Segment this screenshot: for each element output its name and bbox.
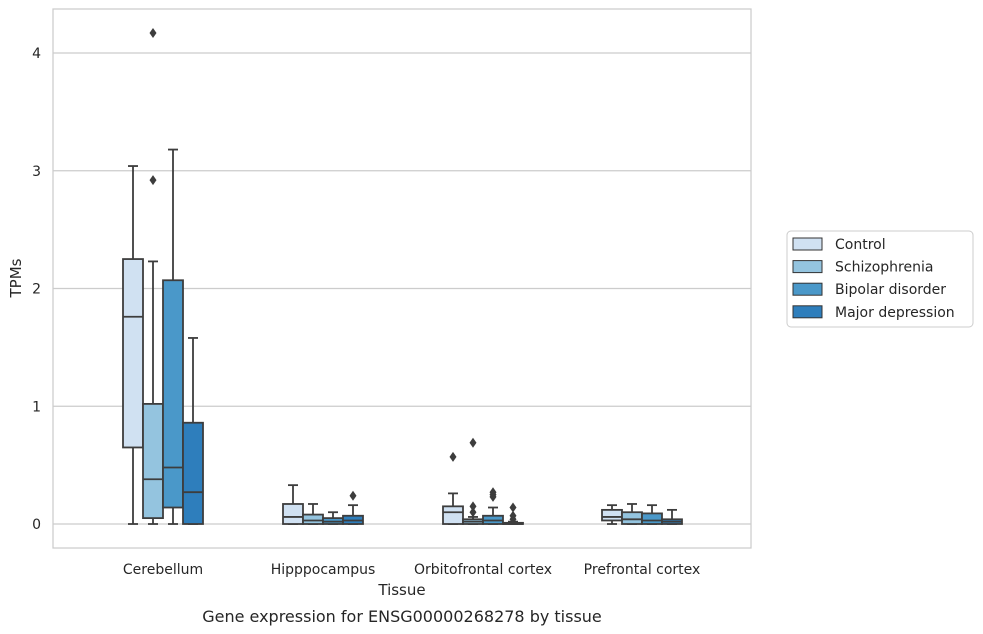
box-3-3	[661, 508, 683, 525]
box-1-1	[302, 503, 324, 525]
box-1-0	[142, 27, 164, 525]
legend-label: Schizophrenia	[835, 260, 933, 276]
x-tick-label: Cerebellum	[123, 562, 203, 578]
outlier-point	[149, 175, 157, 186]
box-1-3	[621, 503, 643, 525]
x-tick-label: Prefrontal cortex	[584, 562, 701, 578]
y-axis-label: TPMs	[7, 258, 25, 298]
box-0-2	[442, 451, 464, 525]
x-tick-label: Hipppocampus	[271, 562, 376, 578]
legend-swatch	[792, 260, 823, 274]
box-iqr	[601, 508, 623, 522]
legend: Control Schizophrenia Bipolar disorder Majo…	[786, 230, 974, 328]
box-0-3	[601, 504, 623, 525]
box-2-1	[322, 511, 344, 525]
outlier-point	[449, 451, 457, 462]
box-iqr	[142, 402, 164, 520]
outlier-point	[509, 502, 517, 513]
legend-swatch	[792, 282, 823, 296]
box-iqr	[122, 258, 144, 449]
outlier-point	[489, 487, 497, 498]
box-3-2	[502, 502, 524, 525]
y-tick-label: 1	[32, 399, 41, 415]
x-axis-label: Tissue	[377, 581, 425, 599]
box-iqr	[162, 279, 184, 509]
legend-frame	[786, 230, 974, 328]
y-axis-ticks: 0 1 2 3 4	[32, 46, 41, 533]
outlier-point	[509, 510, 517, 521]
outlier-point	[149, 27, 157, 38]
box-iqr	[302, 513, 324, 525]
box-3-1	[342, 490, 364, 525]
y-tick-label: 0	[32, 517, 41, 533]
box-groups	[122, 27, 683, 525]
legend-label: Major depression	[835, 305, 955, 321]
box-2-0	[162, 148, 184, 525]
legend-label: Control	[835, 237, 886, 253]
y-tick-label: 4	[32, 46, 41, 62]
plot-frame	[52, 8, 752, 549]
box-iqr	[621, 511, 643, 525]
box-2-3	[641, 504, 663, 525]
box-iqr	[182, 421, 204, 525]
box-3-0	[182, 337, 204, 525]
legend-swatch	[792, 305, 823, 319]
outlier-point	[469, 501, 477, 512]
legend-swatch	[792, 237, 823, 251]
box-iqr	[641, 512, 663, 525]
box-2-2	[482, 487, 504, 525]
x-tick-label: Orbitofrontal cortex	[414, 562, 552, 578]
y-tick-label: 2	[32, 282, 41, 298]
outlier-point	[469, 507, 477, 518]
outlier-point	[349, 490, 357, 501]
outlier-point	[469, 437, 477, 448]
legend-label: Bipolar disorder	[835, 282, 946, 298]
box-1-2	[462, 437, 484, 525]
box-iqr	[282, 503, 304, 525]
y-tick-label: 3	[32, 164, 41, 180]
chart-caption: Gene expression for ENSG00000268278 by t…	[202, 607, 602, 626]
box-0-1	[282, 484, 304, 525]
box-0-0	[122, 165, 144, 525]
x-axis-ticks: Cerebellum Hipppocampus Orbitofrontal cort…	[123, 562, 700, 578]
box-iqr	[442, 505, 464, 525]
